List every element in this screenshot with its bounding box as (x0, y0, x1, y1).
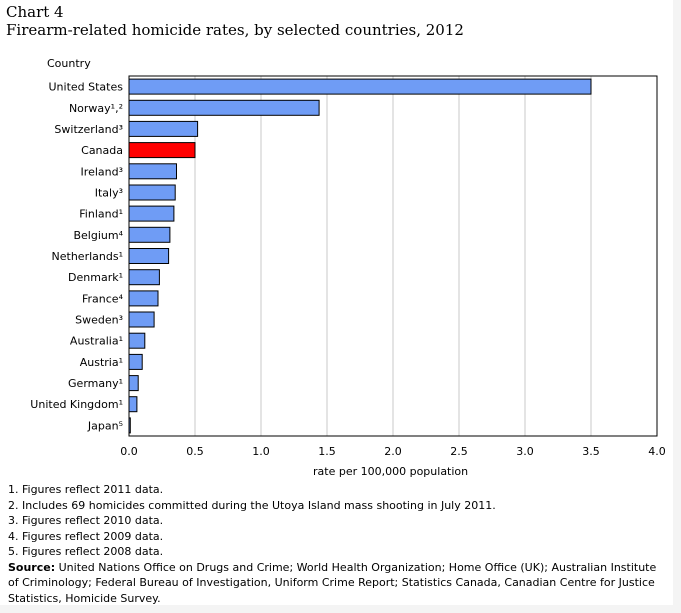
chart-title: Firearm-related homicide rates, by selec… (6, 21, 464, 39)
bar (128, 120, 199, 137)
bar (128, 375, 139, 392)
bar (128, 332, 146, 349)
bar (128, 353, 143, 370)
y-tick-label: Norway¹,² (69, 102, 123, 115)
y-tick-label: Switzerland³ (54, 123, 123, 136)
bar (128, 78, 592, 95)
footnotes: 1. Figures reflect 2011 data. 2. Include… (8, 482, 658, 606)
source-note: Source: United Nations Office on Drugs a… (8, 560, 658, 607)
x-tick-label: 1.5 (318, 445, 336, 458)
x-axis-title: rate per 100,000 population (313, 465, 469, 478)
x-tick-label: 0.5 (186, 445, 204, 458)
x-tick-label: 1.0 (252, 445, 270, 458)
bar (128, 226, 171, 243)
bar (128, 248, 170, 264)
y-tick-label: Austria¹ (80, 356, 123, 369)
y-tick-label: United States (49, 81, 124, 94)
y-axis-title: Country (47, 57, 91, 70)
x-tick-label: 0.0 (120, 445, 138, 458)
bar-chart: United States Norway¹,² Switzerland³ Canada… (30, 75, 666, 458)
footnote: 3. Figures reflect 2010 data. (8, 514, 164, 527)
y-tick-label: Belgium⁴ (73, 229, 123, 242)
y-tick-label: Netherlands¹ (52, 250, 123, 263)
bar (128, 290, 159, 307)
bar (128, 142, 196, 159)
chart-panel (0, 0, 673, 605)
y-tick-label: United Kingdom¹ (30, 398, 123, 411)
x-tick-label: 2.5 (450, 445, 468, 458)
x-tick-label: 2.0 (384, 445, 402, 458)
footnote: 4. Figures reflect 2009 data. (8, 529, 164, 543)
bar (128, 396, 138, 413)
bar (128, 99, 320, 116)
source-label: Source: (8, 560, 56, 574)
y-tick-label: Italy³ (95, 187, 123, 200)
bar (128, 311, 155, 328)
y-tick-label: Germany¹ (68, 377, 123, 390)
bar (128, 417, 131, 434)
y-tick-label: Finland¹ (79, 208, 123, 221)
footnote: 5. Figures reflect 2008 data. (8, 545, 164, 558)
y-tick-label: Sweden³ (75, 314, 123, 327)
bar (128, 269, 160, 286)
bar (128, 184, 176, 201)
chart-label: Chart 4 (6, 3, 64, 21)
x-tick-label: 4.0 (648, 445, 666, 458)
y-tick-label: Denmark¹ (68, 271, 123, 284)
bar (128, 205, 175, 222)
x-tick-label: 3.0 (516, 445, 534, 458)
y-tick-label: Japan⁵ (87, 419, 123, 432)
footnote: 2. Includes 69 homicides committed durin… (8, 498, 496, 512)
x-tick-label: 3.5 (582, 445, 600, 458)
y-tick-label: Australia¹ (70, 335, 123, 348)
footnote: 1. Figures reflect 2011 data. (8, 483, 164, 496)
title-block: Chart 4 Firearm-related homicide rates, … (6, 3, 464, 39)
y-tick-label: Canada (81, 144, 123, 157)
source-text: United Nations Office on Drugs and Crime… (8, 560, 657, 605)
y-tick-label: Ireland³ (81, 165, 123, 178)
bar (128, 163, 177, 180)
y-tick-label: France⁴ (82, 292, 124, 305)
